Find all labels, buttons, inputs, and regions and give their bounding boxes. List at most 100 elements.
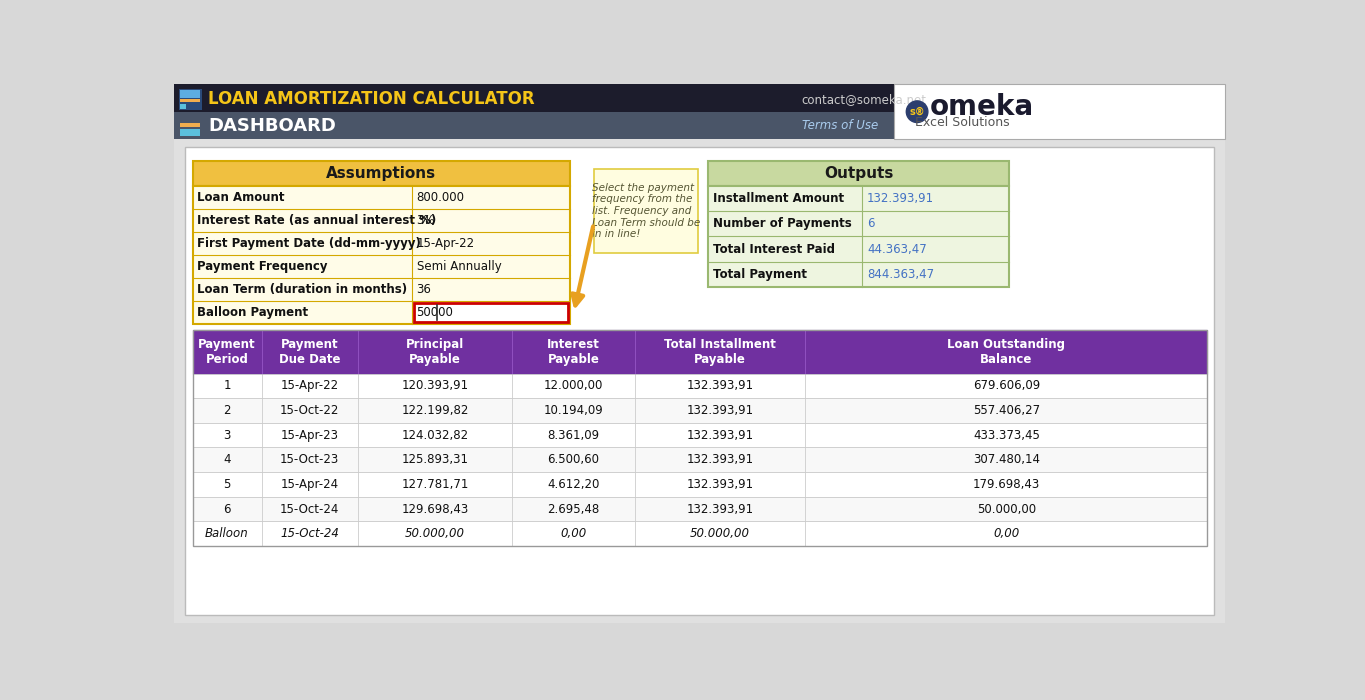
- Text: 132.393,91: 132.393,91: [687, 454, 753, 466]
- Bar: [180, 122, 201, 127]
- Bar: [192, 186, 569, 324]
- Text: 50.000,00: 50.000,00: [977, 503, 1036, 515]
- Text: Select the payment
frequency from the
list. Frequency and
Loan Term should be
in: Select the payment frequency from the li…: [591, 183, 700, 239]
- Bar: [180, 129, 201, 137]
- Bar: [184, 147, 1215, 615]
- Text: 6: 6: [867, 217, 875, 230]
- Text: 132.393,91: 132.393,91: [867, 192, 934, 205]
- Text: Balloon Payment: Balloon Payment: [197, 306, 308, 319]
- Bar: [192, 423, 1208, 447]
- Text: 4.612,20: 4.612,20: [547, 478, 599, 491]
- Text: Number of Payments: Number of Payments: [713, 217, 852, 230]
- Bar: [708, 161, 1009, 186]
- Text: 433.373,45: 433.373,45: [973, 428, 1040, 442]
- Text: 179.698,43: 179.698,43: [973, 478, 1040, 491]
- Text: 15-Oct-22: 15-Oct-22: [280, 404, 340, 417]
- Bar: [708, 186, 1009, 287]
- Text: 122.199,82: 122.199,82: [401, 404, 468, 417]
- Text: Outputs: Outputs: [824, 166, 893, 181]
- Text: 4: 4: [224, 454, 231, 466]
- Text: DASHBOARD: DASHBOARD: [207, 117, 336, 134]
- Text: Total Payment: Total Payment: [713, 268, 807, 281]
- Text: Total Interest Paid: Total Interest Paid: [713, 243, 835, 256]
- Text: 15-Apr-23: 15-Apr-23: [281, 428, 339, 442]
- Text: 132.393,91: 132.393,91: [687, 503, 753, 515]
- Text: 127.781,71: 127.781,71: [401, 478, 468, 491]
- Bar: [175, 139, 1224, 623]
- Text: 8.361,09: 8.361,09: [547, 428, 599, 442]
- Bar: [192, 497, 1208, 522]
- Bar: [192, 398, 1208, 423]
- Text: 15-Apr-22: 15-Apr-22: [281, 379, 339, 392]
- Bar: [192, 522, 1208, 546]
- Text: 10.194,09: 10.194,09: [543, 404, 603, 417]
- Bar: [894, 84, 1226, 139]
- Text: LOAN AMORTIZATION CALCULATOR: LOAN AMORTIZATION CALCULATOR: [207, 90, 535, 108]
- Text: Payment
Period: Payment Period: [198, 338, 255, 366]
- Text: 6: 6: [224, 503, 231, 515]
- Text: Interest Rate (as annual interest %): Interest Rate (as annual interest %): [197, 214, 437, 227]
- Text: contact@someka.net: contact@someka.net: [801, 93, 927, 106]
- Bar: [192, 472, 1208, 497]
- Text: 132.393,91: 132.393,91: [687, 428, 753, 442]
- Text: First Payment Date (dd-mm-yyyy): First Payment Date (dd-mm-yyyy): [197, 237, 420, 250]
- Text: 307.480,14: 307.480,14: [973, 454, 1040, 466]
- Text: 3%: 3%: [416, 214, 435, 227]
- Text: 0,00: 0,00: [561, 527, 587, 540]
- Text: 50.000,00: 50.000,00: [691, 527, 751, 540]
- Text: Loan Term (duration in months): Loan Term (duration in months): [197, 283, 407, 296]
- Text: 15-Oct-24: 15-Oct-24: [280, 503, 340, 515]
- Text: 44.363,47: 44.363,47: [867, 243, 927, 256]
- Text: Balloon: Balloon: [205, 527, 248, 540]
- Text: 1: 1: [224, 379, 231, 392]
- Text: 12.000,00: 12.000,00: [543, 379, 603, 392]
- Bar: [179, 116, 202, 138]
- Bar: [179, 89, 202, 110]
- Text: Semi Annually: Semi Annually: [416, 260, 501, 273]
- Text: 15-Oct-24: 15-Oct-24: [280, 527, 339, 540]
- Bar: [192, 447, 1208, 472]
- Bar: [180, 104, 187, 108]
- Bar: [192, 330, 1208, 374]
- Text: Loan Outstanding
Balance: Loan Outstanding Balance: [947, 338, 1066, 366]
- Text: Payment
Due Date: Payment Due Date: [278, 338, 340, 366]
- Text: s®: s®: [909, 106, 925, 117]
- Bar: [180, 99, 201, 102]
- Text: Excel Solutions: Excel Solutions: [915, 116, 1009, 129]
- Bar: [180, 90, 201, 98]
- Text: Interest
Payable: Interest Payable: [547, 338, 601, 366]
- Text: Installment Amount: Installment Amount: [713, 192, 844, 205]
- Text: 679.606,09: 679.606,09: [973, 379, 1040, 392]
- Text: 5: 5: [224, 478, 231, 491]
- Text: 3: 3: [224, 428, 231, 442]
- Text: 125.893,31: 125.893,31: [401, 454, 468, 466]
- Circle shape: [906, 101, 928, 122]
- Text: 6.500,60: 6.500,60: [547, 454, 599, 466]
- Text: 50.000,00: 50.000,00: [405, 527, 465, 540]
- Bar: [192, 330, 1208, 546]
- Text: Loan Amount: Loan Amount: [197, 190, 285, 204]
- Text: 36: 36: [416, 283, 431, 296]
- Text: Terms of Use: Terms of Use: [801, 119, 878, 132]
- Text: 2.695,48: 2.695,48: [547, 503, 599, 515]
- Bar: [175, 112, 1224, 139]
- Text: 800.000: 800.000: [416, 190, 464, 204]
- Text: 15-Oct-23: 15-Oct-23: [280, 454, 340, 466]
- Bar: [192, 374, 1208, 398]
- Text: 120.393,91: 120.393,91: [401, 379, 468, 392]
- Text: 129.698,43: 129.698,43: [401, 503, 468, 515]
- Bar: [594, 169, 698, 253]
- Text: 15-Apr-22: 15-Apr-22: [416, 237, 475, 250]
- Bar: [175, 84, 1224, 112]
- Text: Assumptions: Assumptions: [326, 166, 437, 181]
- Text: 0,00: 0,00: [994, 527, 1020, 540]
- Text: Payment Frequency: Payment Frequency: [197, 260, 328, 273]
- Text: Total Installment
Payable: Total Installment Payable: [665, 338, 777, 366]
- Text: 50000: 50000: [416, 306, 453, 319]
- Text: 557.406,27: 557.406,27: [973, 404, 1040, 417]
- Bar: [192, 161, 569, 186]
- Text: omeka: omeka: [930, 93, 1035, 121]
- Text: 132.393,91: 132.393,91: [687, 478, 753, 491]
- Text: 132.393,91: 132.393,91: [687, 404, 753, 417]
- Text: 15-Apr-24: 15-Apr-24: [281, 478, 339, 491]
